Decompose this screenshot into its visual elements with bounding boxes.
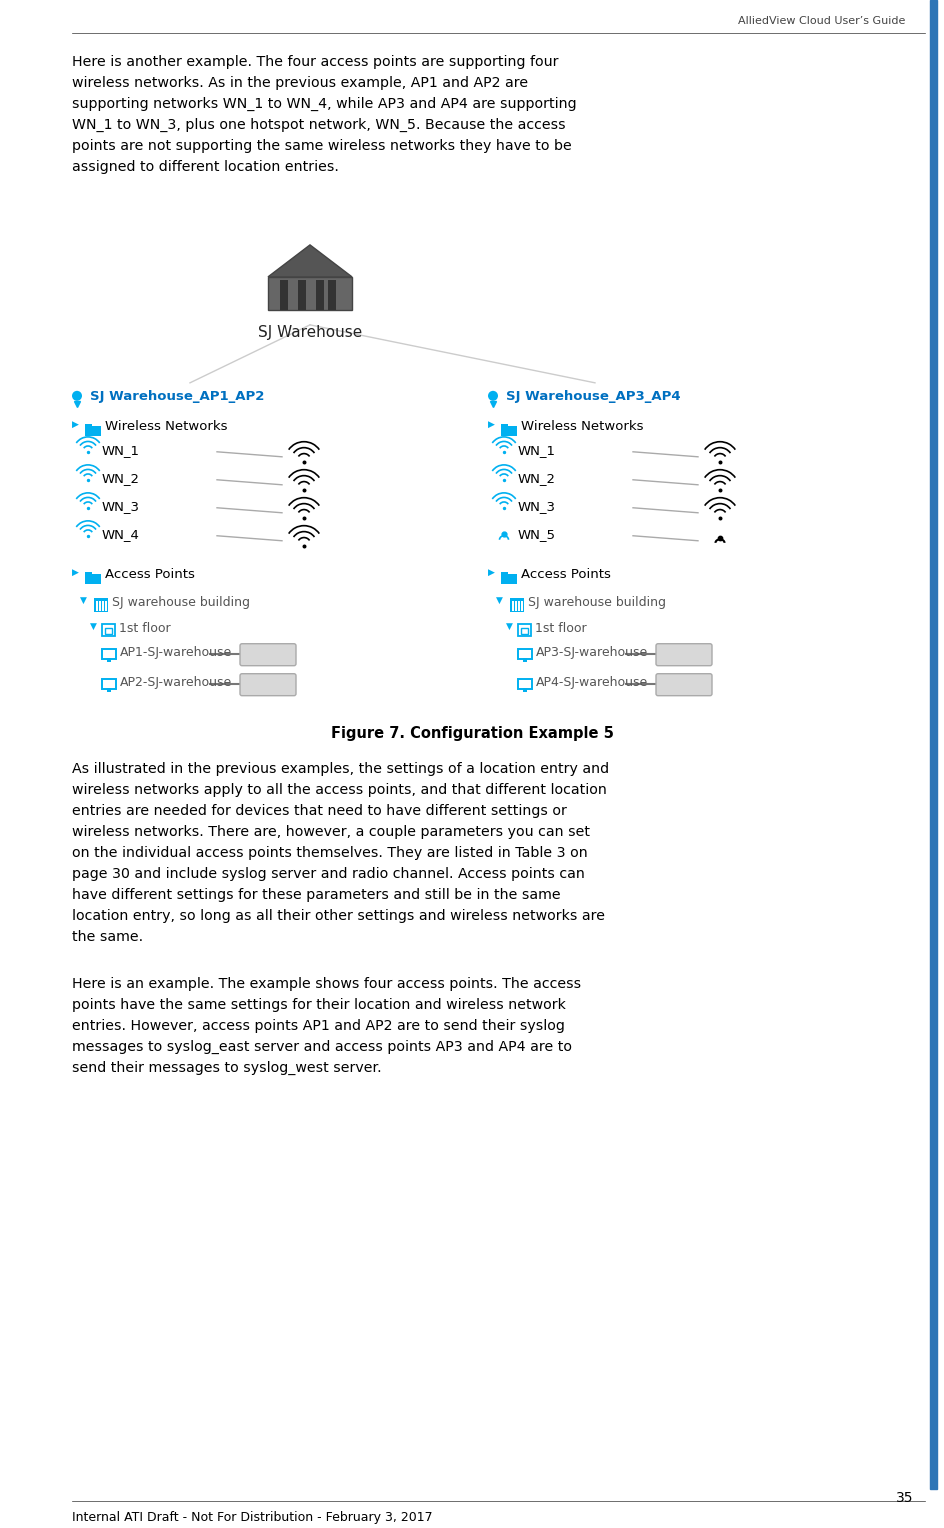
Bar	[501, 423, 508, 428]
Bar	[521, 601, 523, 611]
Text: SJ warehouse building: SJ warehouse building	[528, 596, 666, 608]
Bar	[298, 280, 306, 310]
Text: SJ warehouse building: SJ warehouse building	[112, 596, 250, 608]
Text: ▶: ▶	[488, 420, 495, 429]
Text: WN_1: WN_1	[102, 443, 140, 457]
Text: WN_4: WN_4	[102, 527, 140, 541]
Text: wireless networks. There are, however, a couple parameters you can set: wireless networks. There are, however, a…	[72, 825, 590, 839]
Text: AP4-SJ-warehouse: AP4-SJ-warehouse	[536, 675, 649, 689]
Text: Wireless Networks: Wireless Networks	[521, 420, 644, 432]
Text: WN_3: WN_3	[518, 500, 556, 513]
Bar	[102, 649, 116, 659]
Text: WN_2: WN_2	[518, 472, 556, 484]
Text: Access Points: Access Points	[105, 568, 194, 581]
Bar	[280, 280, 288, 310]
Bar	[523, 657, 527, 662]
Bar	[510, 597, 524, 611]
Text: 35: 35	[896, 1491, 914, 1505]
Bar	[107, 657, 111, 662]
Bar	[316, 280, 324, 310]
Bar	[501, 426, 517, 435]
Bar	[102, 678, 116, 689]
Circle shape	[72, 391, 82, 400]
Text: the same.: the same.	[72, 929, 143, 944]
Text: wireless networks. As in the previous example, AP1 and AP2 are: wireless networks. As in the previous ex…	[72, 76, 528, 90]
Text: ▼: ▼	[90, 622, 97, 631]
Text: send their messages to syslog_west server.: send their messages to syslog_west serve…	[72, 1060, 381, 1074]
FancyBboxPatch shape	[656, 643, 712, 666]
Text: WN_1: WN_1	[518, 443, 556, 457]
Text: assigned to different location entries.: assigned to different location entries.	[72, 160, 339, 174]
Text: SJ Warehouse_AP3_AP4: SJ Warehouse_AP3_AP4	[506, 390, 681, 403]
Bar	[515, 601, 517, 611]
Bar	[105, 601, 107, 611]
Text: ▼: ▼	[496, 596, 503, 605]
Text: location entry, so long as all their other settings and wireless networks are: location entry, so long as all their oth…	[72, 909, 605, 923]
Text: Wireless Networks: Wireless Networks	[105, 420, 228, 432]
Bar	[501, 573, 517, 584]
Bar	[328, 280, 336, 310]
Bar	[518, 601, 520, 611]
Text: WN_1 to WN_3, plus one hotspot network, WN_5. Because the access: WN_1 to WN_3, plus one hotspot network, …	[72, 118, 565, 131]
Text: points have the same settings for their location and wireless network: points have the same settings for their …	[72, 998, 565, 1012]
Text: ▼: ▼	[80, 596, 87, 605]
Text: AP2-SJ-warehouse: AP2-SJ-warehouse	[120, 675, 232, 689]
Text: SJ Warehouse_AP1_AP2: SJ Warehouse_AP1_AP2	[90, 390, 264, 403]
Bar	[85, 423, 92, 428]
Text: WN_2: WN_2	[102, 472, 140, 484]
Text: ▶: ▶	[488, 568, 495, 576]
FancyBboxPatch shape	[240, 674, 296, 695]
Text: supporting networks WN_1 to WN_4, while AP3 and AP4 are supporting: supporting networks WN_1 to WN_4, while …	[72, 96, 577, 112]
Text: AP3-SJ-warehouse: AP3-SJ-warehouse	[536, 646, 649, 659]
Text: ▼: ▼	[506, 622, 513, 631]
Text: entries are needed for devices that need to have different settings or: entries are needed for devices that need…	[72, 804, 567, 817]
Text: Here is another example. The four access points are supporting four: Here is another example. The four access…	[72, 55, 559, 69]
Bar	[94, 597, 108, 611]
Text: messages to syslog_east server and access points AP3 and AP4 are to: messages to syslog_east server and acces…	[72, 1039, 572, 1054]
Text: Figure 7. Configuration Example 5: Figure 7. Configuration Example 5	[330, 726, 614, 741]
Bar	[85, 573, 101, 584]
Text: have different settings for these parameters and still be in the same: have different settings for these parame…	[72, 888, 561, 902]
Text: AlliedView Cloud User’s Guide: AlliedView Cloud User’s Guide	[737, 15, 905, 26]
Text: Internal ATI Draft - Not For Distribution - February 3, 2017: Internal ATI Draft - Not For Distributio…	[72, 1511, 432, 1525]
Bar	[512, 601, 514, 611]
Text: 1st floor: 1st floor	[535, 622, 586, 634]
Bar	[930, 0, 937, 1490]
Text: on the individual access points themselves. They are listed in Table 3 on: on the individual access points themselv…	[72, 845, 588, 860]
Text: As illustrated in the previous examples, the settings of a location entry and: As illustrated in the previous examples,…	[72, 761, 609, 776]
Polygon shape	[268, 244, 352, 277]
Bar	[523, 688, 527, 692]
Text: points are not supporting the same wireless networks they have to be: points are not supporting the same wirel…	[72, 139, 572, 153]
Circle shape	[488, 391, 498, 400]
Text: Here is an example. The example shows four access points. The access: Here is an example. The example shows fo…	[72, 976, 582, 990]
Text: ▶: ▶	[72, 568, 79, 576]
Bar	[518, 623, 531, 636]
Text: AP1-SJ-warehouse: AP1-SJ-warehouse	[120, 646, 232, 659]
FancyBboxPatch shape	[656, 674, 712, 695]
FancyBboxPatch shape	[240, 643, 296, 666]
Bar	[501, 571, 508, 576]
Text: 1st floor: 1st floor	[119, 622, 171, 634]
Text: ▶: ▶	[72, 420, 79, 429]
Text: Access Points: Access Points	[521, 568, 611, 581]
Bar	[105, 628, 112, 634]
Bar	[85, 571, 92, 576]
Bar	[102, 623, 115, 636]
Bar	[102, 601, 104, 611]
Bar	[96, 601, 98, 611]
Text: entries. However, access points AP1 and AP2 are to send their syslog: entries. However, access points AP1 and …	[72, 1019, 565, 1033]
Text: SJ Warehouse: SJ Warehouse	[258, 325, 362, 339]
Bar	[85, 426, 101, 435]
Bar	[518, 649, 532, 659]
Bar	[518, 678, 532, 689]
Bar	[107, 688, 111, 692]
Text: wireless networks apply to all the access points, and that different location: wireless networks apply to all the acces…	[72, 782, 607, 796]
Text: page 30 and include syslog server and radio channel. Access points can: page 30 and include syslog server and ra…	[72, 866, 585, 880]
Text: WN_3: WN_3	[102, 500, 140, 513]
Bar	[268, 277, 352, 310]
Bar	[99, 601, 101, 611]
Bar	[521, 628, 528, 634]
Text: WN_5: WN_5	[518, 527, 556, 541]
